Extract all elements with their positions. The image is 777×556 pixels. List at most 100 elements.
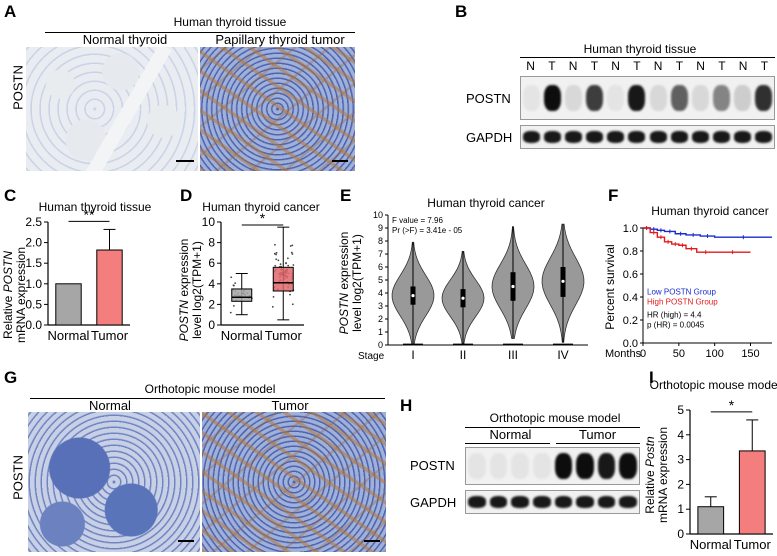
panel-i-ylabel: Relative Postn mRNA expression (643, 427, 670, 523)
data-point (289, 245, 292, 247)
data-point (271, 305, 274, 308)
gapdh-band (597, 496, 616, 508)
stats-annotation: p (HR) = 0.0045 (647, 321, 705, 330)
postn-band (523, 85, 541, 111)
scale-bar-a-right (332, 160, 348, 162)
data-point (234, 282, 237, 285)
panel-i-title: Orthotopic mouse model (650, 378, 777, 392)
data-point (291, 253, 294, 255)
postn-band (733, 85, 751, 111)
panel-i-chart: Orthotopic mouse model Relative Postn mR… (643, 378, 777, 552)
data-point (291, 303, 294, 306)
lane-label: N (653, 59, 663, 73)
panel-b-postn-blot (520, 76, 775, 120)
scale-bar-g-left (178, 540, 194, 542)
significance-label: * (260, 210, 266, 226)
gapdh-band (754, 131, 772, 143)
lane-label: T (675, 59, 684, 73)
panel-g-title: Orthotopic mouse model (144, 382, 276, 396)
panel-c-plot: 0.0 0.5 1.0 1.5 2.0 2.5 Normal Tumor ** (25, 206, 130, 343)
postn-band (489, 453, 508, 479)
gapdh-band (586, 131, 604, 143)
panel-h-gapdh-blot (465, 490, 640, 514)
category-label: Tumor (91, 328, 129, 343)
postn-band (670, 85, 688, 111)
panel-label-a: A (4, 2, 17, 21)
violin-median (511, 284, 515, 289)
panel-b-title-rule (520, 57, 775, 58)
y-tick-label: 2 (378, 314, 383, 324)
panel-a-title-rule (45, 32, 355, 33)
box (231, 288, 253, 302)
panel-d-chart: Human thyroid cancer POSTN expression le… (177, 200, 320, 343)
stats-annotation: Pr (>F) = 3.41e - 05 (392, 226, 463, 235)
data-point (230, 276, 233, 279)
y-tick-label: 10 (373, 210, 383, 220)
y-tick-label: 0.0 (25, 318, 42, 332)
category-label: IV (557, 348, 568, 362)
panel-c-chart: Human thyroid tissue Relative POSTN mRNA… (1, 200, 152, 343)
panel-h-row-postn: POSTN (410, 458, 455, 473)
panel-b-row-postn: POSTN (466, 91, 511, 106)
panel-g-title-rule (30, 398, 385, 399)
panel-g-right-label: Tumor (271, 398, 309, 413)
y-tick-label: 8 (378, 236, 383, 246)
gapdh-band (628, 131, 646, 143)
lane-label: N (568, 59, 578, 73)
category-label: Tumor (734, 537, 772, 552)
y-tick-label: 1.0 (623, 223, 638, 235)
panel-label-h: H (400, 396, 413, 415)
gapdh-band (544, 131, 562, 143)
x-axis-label: Months (605, 348, 642, 360)
panel-label-e: E (340, 186, 352, 205)
panel-h-normal-rule (465, 443, 550, 444)
y-tick-label: 5 (677, 403, 684, 417)
mouse-normal-micrograph (28, 412, 200, 552)
lane-label: N (696, 59, 705, 73)
normal-thyroid-gap (84, 47, 172, 171)
lane-label: N (611, 59, 620, 73)
gapdh-band (670, 131, 688, 143)
gapdh-band (523, 131, 541, 143)
y-tick-label: 2.0 (25, 236, 42, 250)
postn-band (586, 85, 604, 111)
panel-c-ylabel: Relative POSTN mRNA expression (1, 247, 28, 343)
panel-a-left-label: Normal thyroid (82, 32, 168, 47)
y-tick-label: 6 (208, 256, 215, 270)
svg-text:POSTN expression: POSTN expression (177, 239, 191, 342)
data-point (273, 252, 276, 255)
panel-a-row-label: POSTN (10, 65, 26, 110)
panel-d-title: Human thyroid cancer (202, 200, 319, 214)
panel-h-title-rule (465, 427, 640, 428)
panel-g-row-label: POSTN (10, 455, 26, 500)
data-point (229, 311, 232, 314)
y-tick-label: 9 (378, 223, 383, 233)
y-tick-label: 2 (208, 297, 215, 311)
data-point (232, 304, 235, 307)
gapdh-band (712, 131, 730, 143)
x-tick-label: 0 (640, 348, 646, 360)
y-tick-label: 2.5 (25, 215, 42, 229)
bar (697, 506, 725, 535)
data-point (287, 264, 290, 267)
postn-band (619, 453, 637, 479)
gapdh-band (607, 131, 625, 143)
y-tick-label: 8 (208, 236, 215, 250)
bar (55, 283, 82, 326)
svg-text:level log2(TPM+1): level log2(TPM+1) (350, 234, 364, 332)
postn-band (532, 453, 551, 479)
panel-label-f: F (608, 186, 619, 205)
postn-band (649, 85, 667, 111)
panel-f-plot: 0.0 0.2 0.4 0.6 0.8 1.0 0 50 100 150 Months Low POS… (605, 223, 772, 360)
gapdh-band (733, 131, 751, 143)
category-label: Normal (221, 328, 263, 343)
postn-band (544, 85, 562, 111)
postn-band (576, 453, 594, 479)
lane-label: T (718, 59, 726, 73)
svg-text:POSTN expression: POSTN expression (337, 232, 351, 335)
y-tick-label: 0.0 (623, 338, 638, 350)
panel-f-title: Human thyroid cancer (651, 204, 768, 218)
gapdh-band (565, 131, 583, 143)
postn-band (597, 453, 616, 479)
panel-b-title: Human thyroid tissue (583, 42, 697, 56)
